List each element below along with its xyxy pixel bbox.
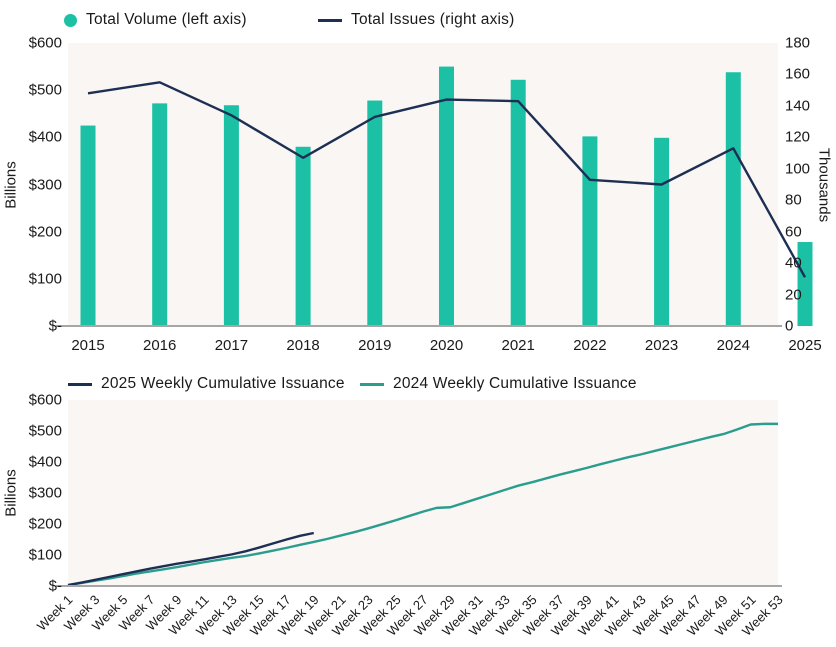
bottom-left-axis-tick: $300 xyxy=(28,484,62,502)
bottom-left-axis-tick: $200 xyxy=(28,515,62,533)
legend-label-total-issues: Total Issues (right axis) xyxy=(351,11,515,28)
top-x-axis-tick: 2025 xyxy=(788,337,822,354)
top-x-axis-tick: 2019 xyxy=(358,337,392,354)
legend-item-2024-weekly: 2024 Weekly Cumulative Issuance xyxy=(360,375,637,393)
volume-bar-2016 xyxy=(152,103,168,326)
top-right-axis-title: Thousands xyxy=(815,147,833,223)
top-right-axis-tick: 100 xyxy=(785,160,811,178)
top-left-axis-tick: $400 xyxy=(28,128,62,146)
bottom-left-axis-title: Billions xyxy=(2,469,20,517)
cumulative-line-2024 xyxy=(67,422,778,587)
volume-bar-2015 xyxy=(80,125,96,327)
volume-bar-2022 xyxy=(582,136,598,326)
teal-dot-icon xyxy=(64,13,77,27)
top-right-axis-tick: 60 xyxy=(785,223,802,241)
top-x-axis-line xyxy=(56,325,782,327)
top-left-axis-tick: $100 xyxy=(28,270,62,288)
top-right-axis-tick: 140 xyxy=(785,97,811,115)
top-left-axis-tick: $200 xyxy=(28,223,62,241)
bottom-left-axis-tick: $500 xyxy=(28,422,62,440)
bottom-x-axis-line xyxy=(56,585,782,587)
top-x-axis-tick: 2020 xyxy=(429,337,464,354)
volume-bar-2017 xyxy=(223,105,239,326)
issues-line xyxy=(87,81,807,278)
bottom-chart-plot-area xyxy=(67,400,778,587)
top-x-axis-tick: 2022 xyxy=(573,337,607,354)
top-x-axis-tick: 2024 xyxy=(716,337,750,354)
volume-bar-2019 xyxy=(367,100,383,326)
bottom-left-axis-tick: $400 xyxy=(28,453,62,471)
navy-line-icon xyxy=(318,18,342,22)
top-x-axis-tick: 2017 xyxy=(214,337,249,354)
cumulative-line-2025 xyxy=(67,531,315,587)
top-left-axis-tick: $500 xyxy=(28,81,62,99)
bottom-chart-svg xyxy=(67,422,778,587)
legend-item-total-issues: Total Issues (right axis) xyxy=(318,11,515,29)
top-right-axis-tick: 20 xyxy=(785,286,802,304)
volume-bar-2025 xyxy=(797,242,813,326)
top-chart-plot-area xyxy=(68,43,813,327)
top-x-axis-tick: 2021 xyxy=(501,337,535,354)
volume-bar-2018 xyxy=(295,146,311,326)
navy-line-icon xyxy=(68,382,92,386)
legend-item-2025-weekly: 2025 Weekly Cumulative Issuance xyxy=(68,375,345,393)
volume-bar-2023 xyxy=(654,137,670,326)
legend-label-2025-weekly: 2025 Weekly Cumulative Issuance xyxy=(101,375,345,392)
top-x-axis-tick: 2023 xyxy=(644,337,679,354)
volume-bar-2024 xyxy=(725,72,741,326)
legend-label-2024-weekly: 2024 Weekly Cumulative Issuance xyxy=(393,375,637,392)
volume-bar-2021 xyxy=(510,79,526,326)
top-left-axis-tick: $600 xyxy=(28,34,62,52)
top-left-axis-tick: $- xyxy=(48,317,62,335)
top-x-axis-tick: 2016 xyxy=(143,337,177,354)
bottom-left-axis-tick: $100 xyxy=(28,546,62,564)
top-x-axis-tick: 2018 xyxy=(286,337,320,354)
bottom-left-axis-tick: $600 xyxy=(28,391,62,409)
top-x-axis-tick: 2015 xyxy=(71,337,105,354)
volume-bar-2020 xyxy=(439,66,454,326)
top-right-axis-tick: 160 xyxy=(785,65,811,83)
top-right-axis-tick: 40 xyxy=(785,254,802,272)
teal-line-icon xyxy=(360,382,384,386)
top-right-axis-tick: 80 xyxy=(785,191,802,209)
top-left-axis-title: Billions xyxy=(2,161,20,209)
top-right-axis-tick: 180 xyxy=(785,34,811,52)
legend-item-total-volume: Total Volume (left axis) xyxy=(64,11,247,29)
top-left-axis-tick: $300 xyxy=(28,176,62,193)
top-right-axis-tick: 120 xyxy=(785,128,811,146)
top-chart-svg xyxy=(80,66,813,327)
top-right-axis-tick: 0 xyxy=(785,317,794,335)
bottom-left-axis-tick: $- xyxy=(48,577,62,595)
legend-label-total-volume: Total Volume (left axis) xyxy=(86,11,247,28)
